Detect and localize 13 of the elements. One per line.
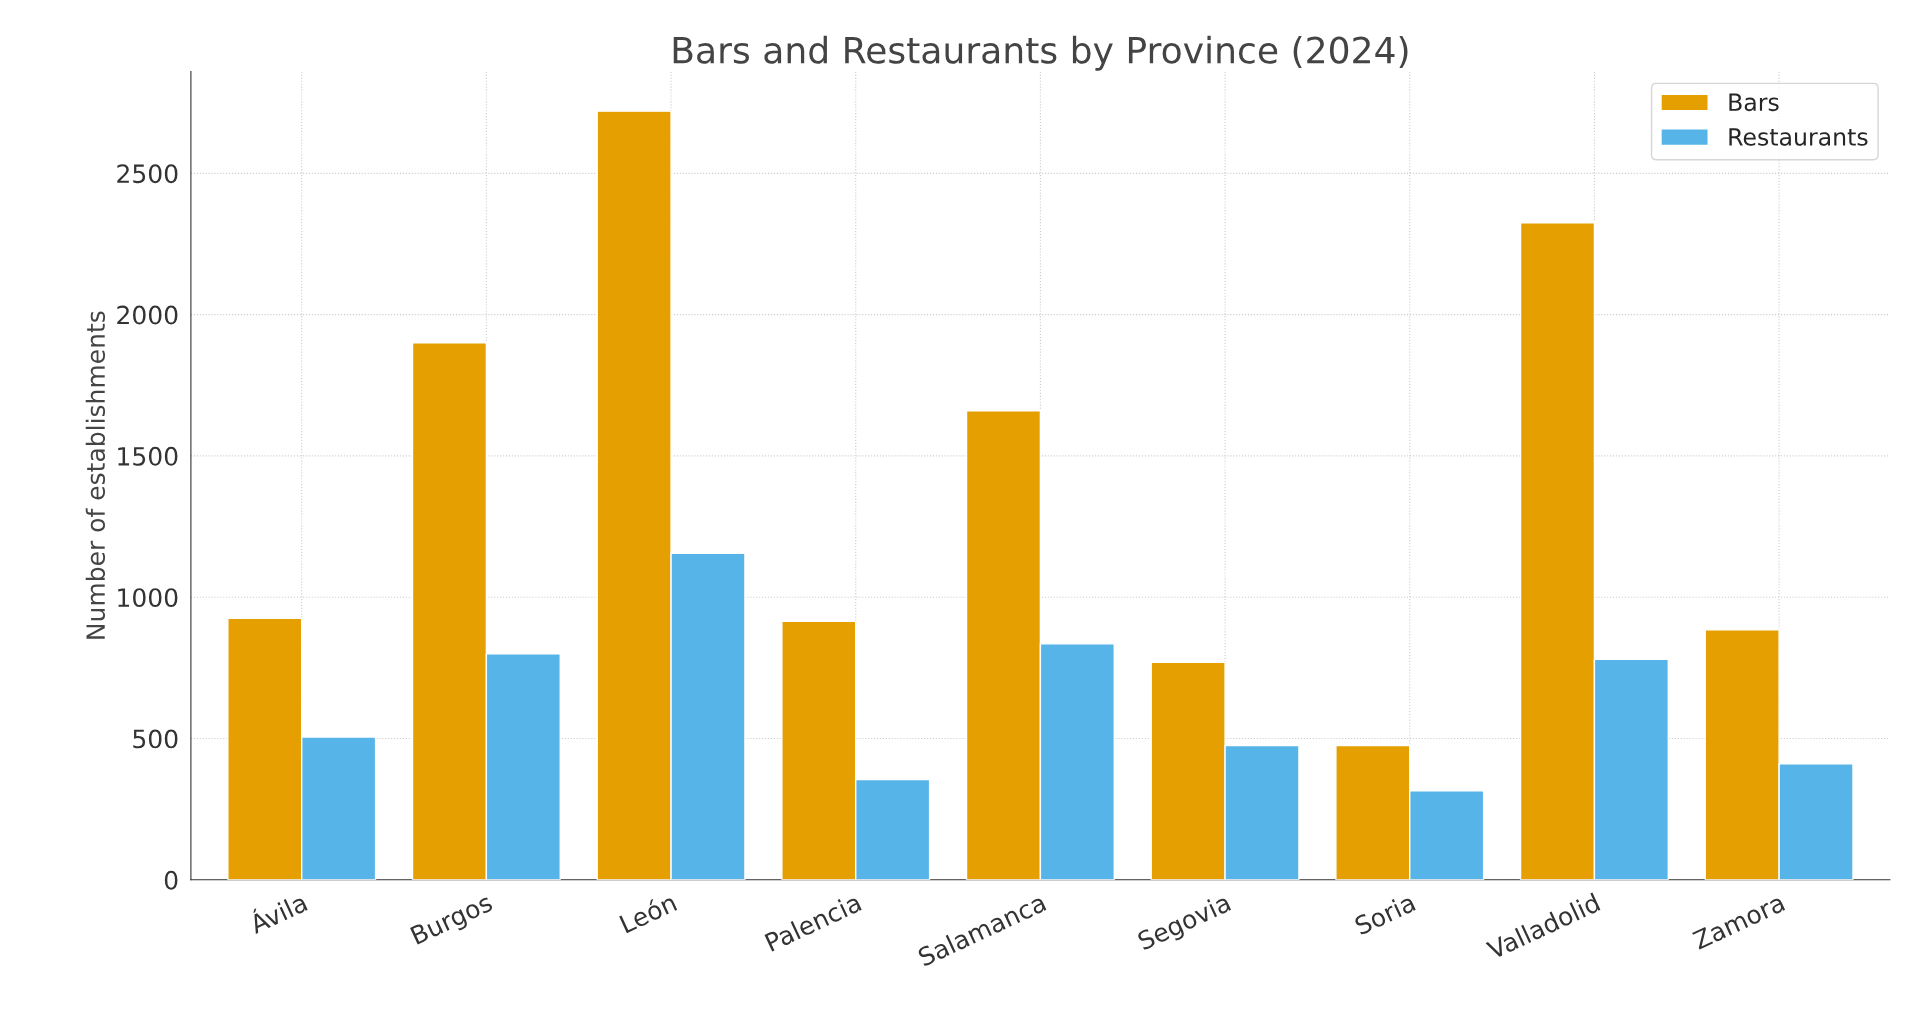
y-tick-label: 2500 <box>117 164 178 184</box>
legend-label: Restaurants <box>1729 128 1868 146</box>
x-tick-label: León <box>618 891 678 934</box>
legend-label: Bars <box>1729 93 1779 112</box>
y-tick-label: 1000 <box>118 588 178 608</box>
x-tick-label: Soria <box>1353 892 1416 936</box>
y-tick-label: 500 <box>133 729 178 749</box>
y-tick-label: 0 <box>164 870 178 890</box>
y-tick-label: 2000 <box>117 305 178 325</box>
chart-title: Bars and Restaurants by Province (2024) <box>673 35 1408 71</box>
x-tick-label: Ávila <box>246 888 308 935</box>
y-tick-label: 1500 <box>118 446 178 466</box>
y-axis-title: Number of establishments <box>85 311 106 639</box>
